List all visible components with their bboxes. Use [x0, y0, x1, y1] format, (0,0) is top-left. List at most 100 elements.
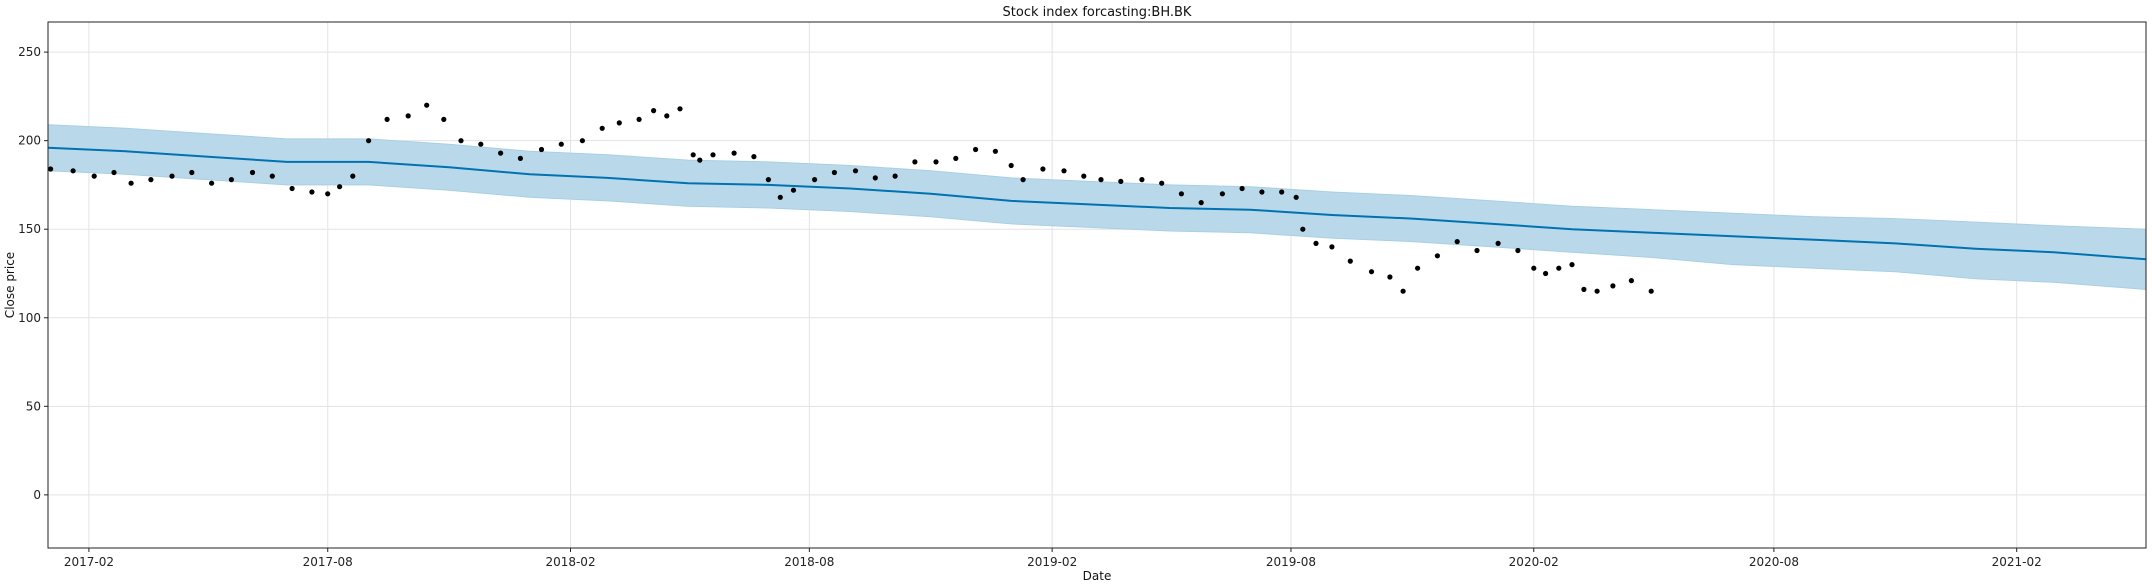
observed-point: [1329, 244, 1335, 250]
observed-point: [1279, 189, 1285, 195]
observed-point: [458, 138, 464, 144]
observed-point: [1628, 278, 1634, 284]
observed-point: [1259, 189, 1265, 195]
observed-point: [209, 180, 215, 186]
observed-point: [148, 177, 154, 183]
observed-point: [651, 108, 657, 114]
observed-point: [424, 102, 430, 108]
y-tick-label: 200: [18, 134, 41, 148]
observed-point: [478, 141, 484, 147]
observed-point: [677, 106, 683, 112]
observed-point: [249, 169, 256, 176]
observed-point: [128, 180, 134, 186]
observed-point: [1040, 166, 1046, 172]
plot-frame: [47, 21, 2147, 549]
uncertainty-band: [47, 124, 2147, 290]
observed-point: [872, 175, 878, 181]
observed-point: [1313, 240, 1319, 246]
observed-point: [1610, 283, 1616, 289]
y-tick-label: 0: [33, 488, 41, 502]
observed-point: [91, 173, 97, 179]
observed-point: [517, 155, 524, 161]
observed-point: [1293, 194, 1299, 200]
observed-point: [1081, 173, 1087, 179]
observed-point: [1581, 286, 1587, 292]
observed-point: [1454, 239, 1460, 245]
observed-point: [933, 159, 939, 165]
observed-point: [1098, 177, 1104, 183]
observed-point: [350, 173, 356, 179]
observed-point: [498, 150, 504, 156]
observed-point: [992, 148, 999, 154]
observed-point: [812, 177, 818, 183]
x-tick-label: 2020-08: [1749, 555, 1799, 569]
observed-point: [690, 152, 696, 158]
observed-point: [599, 125, 605, 131]
observed-point: [289, 185, 295, 192]
observed-point: [1594, 288, 1600, 294]
observed-point: [1008, 162, 1014, 169]
observed-point: [228, 177, 234, 183]
y-tick-label: 50: [26, 399, 41, 413]
observed-point: [697, 157, 703, 163]
observed-point: [1474, 247, 1480, 254]
observed-points: [48, 102, 1654, 294]
forecast-trend-line: [47, 146, 2147, 261]
observed-point: [1515, 247, 1521, 254]
observed-point: [1387, 274, 1393, 280]
observed-point: [1178, 191, 1184, 197]
observed-point: [48, 166, 54, 172]
observed-point: [1239, 185, 1245, 192]
observed-point: [973, 146, 979, 153]
observed-point: [1300, 226, 1306, 232]
observed-point: [309, 189, 315, 195]
x-tick-label: 2017-02: [64, 555, 114, 569]
x-tick-label: 2021-02: [1992, 555, 2042, 569]
observed-point: [111, 169, 117, 176]
observed-point: [269, 173, 275, 179]
observed-point: [831, 169, 838, 176]
observed-point: [852, 168, 859, 174]
observed-point: [1400, 288, 1406, 294]
observed-point: [70, 168, 76, 174]
observed-point: [1159, 180, 1165, 186]
observed-point: [1543, 270, 1549, 277]
axis-ticks: 2017-02 2017-08 2018-02 2018-08 2019-02 2019-…: [18, 45, 2042, 569]
observed-point: [1556, 265, 1562, 271]
observed-point: [1648, 288, 1654, 294]
y-tick-label: 150: [18, 222, 41, 236]
observed-point: [325, 191, 331, 197]
chart-title: Stock index forcasting:BH.BK: [1003, 5, 1192, 20]
observed-point: [1495, 240, 1501, 246]
observed-point: [337, 184, 343, 190]
observed-point: [1368, 269, 1375, 275]
observed-point: [790, 187, 797, 193]
observed-point: [1198, 200, 1204, 206]
observed-point: [189, 169, 195, 176]
y-tick-label: 100: [18, 311, 41, 325]
observed-point: [384, 116, 390, 122]
observed-point: [1061, 168, 1067, 174]
x-axis-title: Date: [1083, 569, 1112, 583]
x-tick-label: 2018-02: [545, 555, 595, 569]
observed-point: [1415, 265, 1421, 271]
observed-point: [169, 173, 175, 179]
observed-point: [558, 141, 564, 147]
observed-point: [1434, 253, 1440, 259]
observed-point: [366, 138, 372, 144]
observed-point: [912, 159, 918, 165]
observed-point: [441, 116, 447, 122]
observed-point: [538, 146, 545, 153]
observed-point: [1347, 258, 1353, 264]
x-tick-label: 2019-08: [1266, 555, 1316, 569]
observed-point: [953, 155, 959, 161]
observed-point: [579, 138, 586, 144]
observed-point: [664, 113, 670, 119]
x-tick-label: 2020-02: [1509, 555, 1559, 569]
observed-point: [765, 177, 772, 183]
observed-point: [1569, 262, 1575, 268]
observed-point: [1118, 178, 1124, 184]
observed-point: [1020, 177, 1026, 183]
observed-point: [405, 113, 411, 119]
